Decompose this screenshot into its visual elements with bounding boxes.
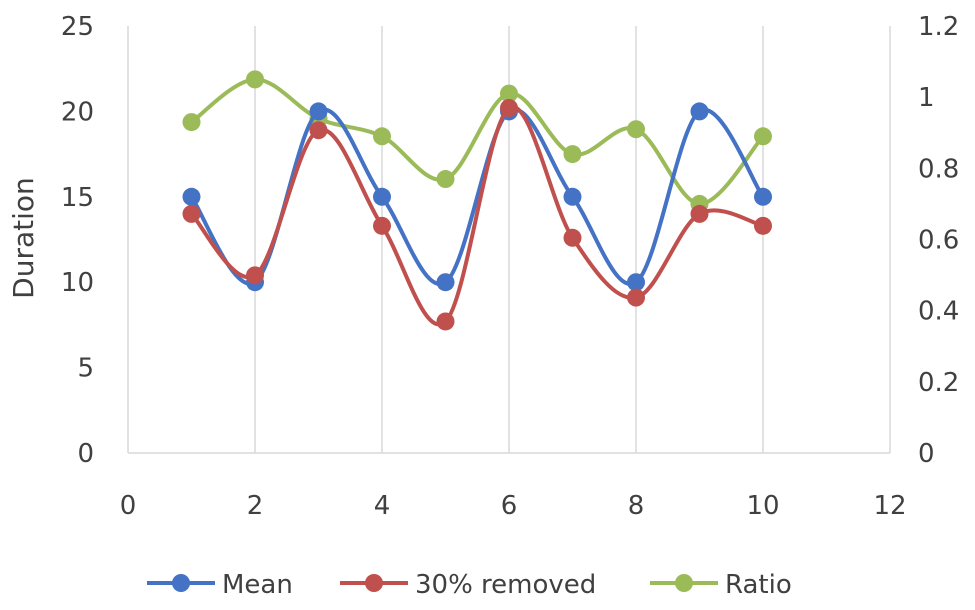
data-point-30-removed: [690, 204, 709, 223]
series-line-ratio: [190, 77, 765, 206]
x-tick-label: 4: [374, 491, 391, 521]
legend-item-mean: Mean: [147, 570, 293, 600]
y-tick-label: 10: [61, 268, 94, 298]
y2-tick-labels: 0 0.2 0.4 0.6 0.8 1 1.2: [918, 12, 959, 469]
data-point-ratio: [182, 113, 201, 132]
data-point-ratio: [500, 84, 518, 103]
x-tick-label: 10: [746, 491, 779, 521]
y-axis-title: Duration: [7, 177, 40, 299]
x-tick-label: 2: [247, 491, 264, 521]
series-30-removed: [182, 98, 772, 331]
data-point-30-removed: [436, 312, 455, 331]
data-point-ratio: [373, 127, 391, 146]
x-tick-labels: 0 2 4 6 8 10 12: [120, 491, 907, 521]
data-point-mean: [309, 102, 328, 121]
legend-label: 30% removed: [415, 570, 596, 600]
data-point-mean: [627, 273, 645, 292]
x-tick-label: 0: [120, 491, 137, 521]
legend-swatch-marker: [365, 574, 383, 592]
legend-label: Mean: [222, 570, 293, 600]
y2-tick-label: 0: [918, 439, 935, 469]
y-tick-label: 25: [61, 12, 94, 42]
data-point-ratio: [754, 127, 772, 146]
legend-item-ratio: Ratio: [650, 570, 792, 600]
data-point-30-removed: [500, 98, 518, 117]
data-point-mean: [690, 102, 709, 121]
series-layer: [182, 70, 772, 331]
legend-label: Ratio: [725, 570, 792, 600]
y2-tick-label: 1.2: [918, 12, 959, 42]
data-point-mean: [563, 187, 582, 206]
y2-tick-label: 0.4: [918, 297, 959, 327]
series-mean: [182, 102, 772, 292]
y2-tick-label: 0.8: [918, 154, 959, 184]
data-point-ratio: [627, 120, 645, 139]
y-tick-label: 5: [77, 354, 94, 384]
x-tick-label: 12: [873, 491, 906, 521]
x-tick-label: 6: [501, 491, 518, 521]
data-point-mean: [182, 187, 201, 206]
data-point-30-removed: [754, 216, 772, 235]
y2-tick-label: 0.6: [918, 226, 959, 256]
data-point-mean: [373, 187, 391, 206]
data-point-mean: [754, 187, 772, 206]
y-tick-label: 0: [77, 439, 94, 469]
legend: Mean 30% removed Ratio: [147, 570, 792, 600]
data-point-ratio: [563, 145, 582, 164]
data-point-ratio: [246, 70, 264, 89]
legend-swatch-marker: [172, 574, 190, 592]
y-tick-labels: 0 5 10 15 20 25: [61, 12, 94, 469]
y2-tick-label: 1: [918, 83, 935, 113]
x-tick-label: 8: [628, 491, 645, 521]
data-point-30-removed: [563, 228, 582, 247]
y-tick-label: 20: [61, 97, 94, 127]
y2-tick-label: 0.2: [918, 368, 959, 398]
data-point-30-removed: [373, 216, 391, 235]
legend-item-30-removed: 30% removed: [340, 570, 596, 600]
series-line-30-removed: [189, 104, 764, 327]
legend-swatch-marker: [675, 574, 693, 592]
data-point-mean: [436, 273, 455, 292]
y-tick-label: 15: [61, 183, 94, 213]
data-point-30-removed: [627, 288, 645, 307]
data-point-ratio: [436, 170, 455, 189]
data-point-30-removed: [246, 266, 264, 285]
data-point-30-removed: [182, 204, 201, 223]
data-point-30-removed: [309, 121, 328, 140]
